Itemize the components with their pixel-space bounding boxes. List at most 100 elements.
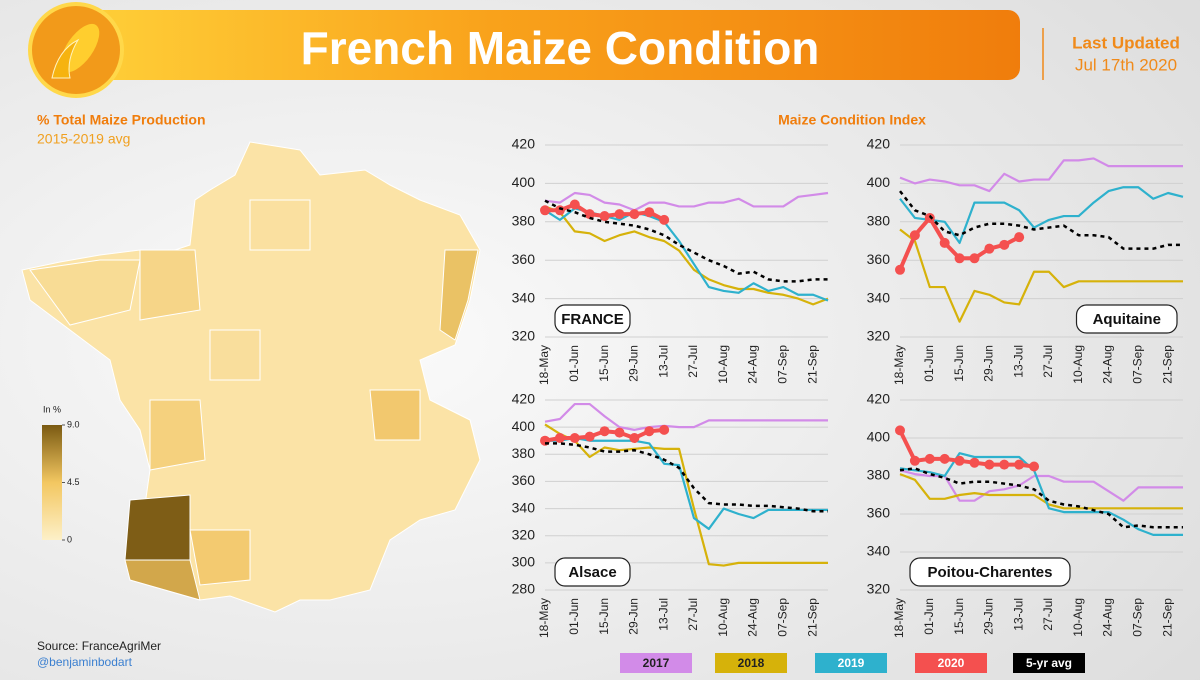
y-tick-label: 340 [512, 289, 536, 305]
series-point [999, 459, 1010, 470]
y-tick-label: 400 [512, 174, 536, 190]
legend-swatch [1013, 653, 1085, 673]
series-point [584, 431, 595, 442]
series-point [984, 459, 995, 470]
series-point [1014, 232, 1025, 243]
chart-title: Poitou-Charentes [927, 564, 1052, 581]
line-chart: 320 340 360 380 400 420 18-May 01-Jun 15-Jun 29-J… [867, 391, 1183, 638]
series-point [659, 424, 670, 435]
series-point [569, 433, 580, 443]
x-tick-label: 01-Jun [922, 598, 936, 635]
legend-label: 2017 [643, 656, 670, 670]
x-tick-label: 13-Jul [1011, 345, 1025, 378]
legend-swatch [715, 653, 787, 673]
series-point [614, 427, 625, 438]
credit: @benjaminbodart [37, 655, 133, 669]
chart-title: Alsace [568, 564, 616, 581]
y-tick-label: 340 [512, 499, 536, 515]
series-point [895, 425, 905, 436]
series-line [545, 442, 828, 513]
x-tick-label: 10-Aug [716, 598, 730, 637]
x-tick-label: 01-Jun [922, 345, 936, 382]
series-line [899, 157, 1183, 193]
series-point [909, 455, 920, 466]
legend-label: 2018 [738, 656, 765, 670]
x-tick-label: 18-May [537, 598, 551, 638]
x-tick-label: 29-Jun [982, 345, 996, 382]
page-title: French Maize Condition [301, 22, 820, 74]
x-tick-label: 24-Aug [746, 345, 760, 384]
y-tick-label: 360 [867, 251, 891, 267]
series-point [614, 209, 625, 220]
line-chart: 320 340 360 380 400 420 18-May 01-Jun 15-Jun 29-J… [867, 136, 1184, 385]
series-point [924, 212, 935, 223]
series-point [909, 230, 920, 241]
x-tick-label: 29-Jun [627, 598, 641, 635]
series-line [898, 429, 1035, 469]
legend-label: 2019 [838, 656, 865, 670]
x-tick-label: 01-Jun [567, 345, 581, 382]
x-tick-label: 27-Jul [1041, 598, 1055, 631]
series-line [544, 402, 828, 431]
series-point [895, 264, 905, 275]
y-tick-label: 380 [867, 467, 891, 483]
colorbar-tick-label: 4.5 [67, 477, 80, 487]
series-line [899, 186, 1184, 245]
chart-title-box [554, 557, 631, 587]
y-tick-label: 320 [867, 581, 891, 597]
chart-title: Aquitaine [1093, 311, 1161, 328]
updated-label: Last Updated [1072, 33, 1180, 52]
x-tick-label: 15-Jun [952, 598, 966, 635]
x-tick-label: 18-May [892, 345, 906, 385]
x-tick-label: 29-Jun [982, 598, 996, 635]
series-point [554, 205, 565, 216]
x-tick-label: 07-Sep [1130, 345, 1144, 384]
x-tick-label: 27-Jul [686, 345, 700, 378]
line-chart: 320 340 360 380 400 420 18-May 01-Jun 15-Jun 29-J… [512, 136, 829, 385]
series-point [644, 207, 655, 218]
x-tick-label: 13-Jul [656, 598, 670, 631]
series-line [544, 199, 828, 283]
section-title: Maize Condition Index [778, 112, 926, 128]
updated-date: Jul 17th 2020 [1075, 55, 1177, 74]
x-tick-label: 27-Jul [1041, 345, 1055, 378]
series-point [939, 453, 950, 464]
x-tick-label: 29-Jun [627, 345, 641, 382]
series-point [629, 209, 640, 220]
series-point [954, 253, 965, 264]
x-tick-label: 18-May [892, 598, 906, 638]
series-point [644, 426, 655, 437]
series-point [984, 243, 995, 254]
series-line [544, 423, 828, 567]
map-title: % Total Maize Production [37, 112, 206, 128]
y-tick-label: 420 [512, 391, 536, 407]
series-point [569, 199, 580, 210]
series-point [924, 453, 935, 464]
title-banner [60, 10, 1020, 80]
colorbar [42, 425, 62, 540]
series-line [899, 452, 1183, 536]
colorbar-tick-label: 0 [67, 534, 72, 544]
series-point [629, 433, 640, 443]
corn-icon [51, 23, 100, 79]
x-tick-label: 24-Aug [1101, 345, 1115, 384]
y-tick-label: 320 [512, 328, 536, 344]
x-tick-label: 21-Sep [1160, 345, 1174, 384]
x-tick-label: 15-Jun [952, 345, 966, 382]
x-tick-label: 24-Aug [1101, 598, 1115, 637]
y-tick-label: 340 [867, 543, 891, 559]
x-tick-label: 13-Jul [1011, 598, 1025, 631]
line-chart: 280 300 320 340 360 380 400 420 18-May 01-Jun 15-J… [512, 391, 828, 638]
y-tick-label: 360 [512, 472, 536, 488]
legend-swatch [815, 653, 887, 673]
y-tick-label: 400 [867, 174, 891, 190]
x-tick-label: 27-Jul [686, 598, 700, 631]
series-point [584, 209, 595, 220]
y-tick-label: 340 [867, 289, 891, 305]
chart-title: FRANCE [561, 311, 624, 328]
series-line [544, 191, 829, 212]
y-tick-label: 380 [512, 213, 536, 229]
series-line [899, 467, 1183, 529]
chart-title-box [909, 557, 1071, 587]
